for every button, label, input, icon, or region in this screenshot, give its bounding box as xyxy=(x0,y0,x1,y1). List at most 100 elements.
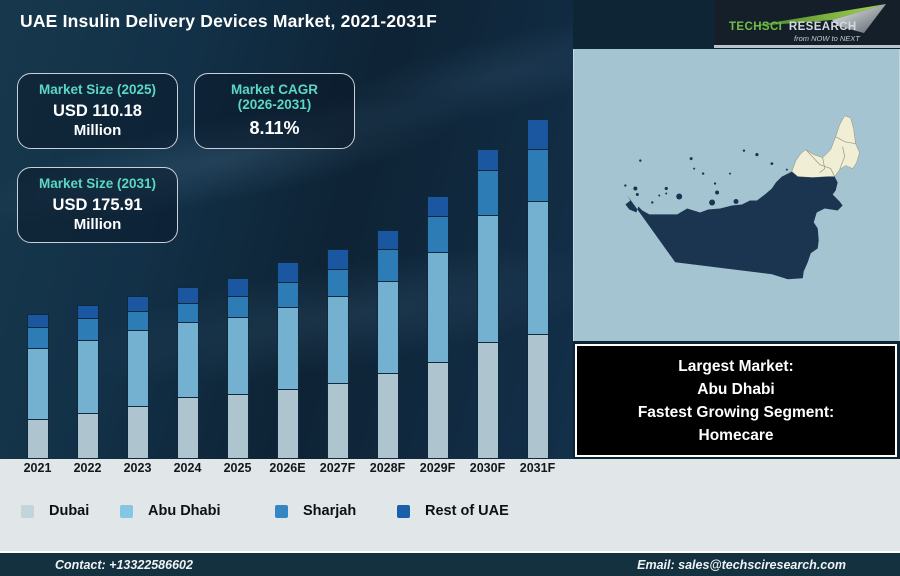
legend-label: Rest of UAE xyxy=(425,503,509,519)
bar-2031f xyxy=(526,119,549,459)
legend-item-dubai: Dubai xyxy=(21,503,89,519)
bar-segment-rest-of-uae xyxy=(226,277,249,296)
bar-segment-abu-dhabi xyxy=(326,296,349,383)
bar-segment-abu-dhabi xyxy=(26,348,49,419)
bar-segment-sharjah xyxy=(176,303,199,323)
map-island-dot xyxy=(755,153,759,157)
bar-segment-sharjah xyxy=(26,327,49,349)
stat-label: Market CAGR xyxy=(230,82,319,97)
bar-2028f xyxy=(376,230,399,459)
map-island-dot xyxy=(729,172,732,175)
footer-email: Email: sales@techsciresearch.com xyxy=(637,557,846,572)
legend-swatch-abu-dhabi xyxy=(120,504,133,518)
uae-map-panel xyxy=(573,49,900,341)
map-island-dot xyxy=(631,204,635,208)
stat-label: Market Size (2031) xyxy=(38,176,157,191)
stat-box-market-size-2025: Market Size (2025) USD 110.18 Million xyxy=(17,73,178,149)
map-island-dot xyxy=(658,194,661,197)
stat-value: USD 110.18 xyxy=(53,102,142,120)
bar-segment-dubai xyxy=(176,397,199,459)
uae-map xyxy=(573,49,900,341)
legend-swatch-rest-of-uae xyxy=(397,504,410,518)
logo-tagline: from NOW to NEXT xyxy=(794,34,860,43)
bar-segment-abu-dhabi xyxy=(76,340,99,414)
bar-segment-sharjah xyxy=(76,318,99,341)
x-axis-label-2024: 2024 xyxy=(173,461,202,475)
techsci-logo: TechSci Research from NOW to NEXT xyxy=(714,0,900,45)
map-island-dot xyxy=(624,184,627,187)
bar-segment-dubai xyxy=(326,383,349,459)
legend-item-sharjah: Sharjah xyxy=(275,503,356,519)
x-axis-label-2022: 2022 xyxy=(73,461,102,475)
bottom-strip: 2021 2022 2023 2024 2025 2026E 2027F 2028F 2029F… xyxy=(0,459,900,553)
legend-item-rest-of-uae: Rest of UAE xyxy=(397,503,509,519)
stat-value: 8.11% xyxy=(249,118,300,138)
x-axis-label-2026e: 2026E xyxy=(269,461,306,475)
x-axis-label-2025: 2025 xyxy=(223,461,252,475)
logo-brand-primary: TechSci xyxy=(729,21,783,33)
x-axis-label-2023: 2023 xyxy=(123,461,152,475)
bar-segment-sharjah xyxy=(276,282,299,308)
bar-segment-rest-of-uae xyxy=(176,287,199,304)
bar-segment-sharjah xyxy=(476,170,499,216)
x-axis-label-2029f: 2029F xyxy=(419,461,456,475)
logo-brand-secondary: Research xyxy=(788,21,857,33)
map-island-dot xyxy=(733,198,739,204)
bar-segment-dubai xyxy=(76,413,99,459)
stat-label: Market Size (2025) xyxy=(38,82,157,97)
bar-2023 xyxy=(126,296,149,459)
bar-segment-sharjah xyxy=(126,311,149,330)
x-axis-label-2027f: 2027F xyxy=(319,461,356,475)
bar-segment-abu-dhabi xyxy=(226,317,249,394)
bar-segment-dubai xyxy=(376,373,399,459)
map-islands xyxy=(624,149,788,208)
legend-label: Dubai xyxy=(49,503,90,519)
bar-segment-sharjah xyxy=(226,296,249,317)
map-region-abu-dhabi xyxy=(625,171,843,280)
bar-segment-abu-dhabi xyxy=(276,307,299,390)
map-water xyxy=(573,49,900,341)
bar-segment-rest-of-uae xyxy=(26,314,49,328)
stat-unit: Million xyxy=(73,216,122,233)
bar-segment-dubai xyxy=(426,362,449,459)
map-island-dot xyxy=(693,167,696,170)
map-island-dot xyxy=(785,168,788,171)
market-highlights-callout: Largest Market: Abu Dhabi Fastest Growin… xyxy=(575,344,897,457)
map-island-dot xyxy=(676,193,683,200)
legend-swatch-sharjah xyxy=(275,504,288,518)
stat-box-market-cagr: Market CAGR (2026-2031) 8.11% xyxy=(194,73,355,149)
logo-wordmark: TechSci Research xyxy=(729,21,857,33)
map-island-dot xyxy=(689,157,693,161)
bar-segment-rest-of-uae xyxy=(376,230,399,250)
map-island-dot xyxy=(664,186,668,191)
bar-2025 xyxy=(226,277,249,459)
bar-segment-dubai xyxy=(26,419,49,459)
bar-segment-rest-of-uae xyxy=(526,119,549,150)
bar-2021 xyxy=(26,314,49,459)
map-island-dot xyxy=(651,201,654,204)
map-island-dot xyxy=(770,162,774,166)
x-axis-label-2021: 2021 xyxy=(23,461,52,475)
bar-segment-sharjah xyxy=(526,149,549,202)
stat-value: USD 175.91 xyxy=(52,196,143,214)
map-island-dot xyxy=(709,199,716,206)
callout-line: Largest Market: xyxy=(678,358,794,375)
bar-segment-rest-of-uae xyxy=(126,296,149,311)
bar-segment-rest-of-uae xyxy=(476,149,499,171)
stat-unit: Million xyxy=(73,122,122,139)
bar-segment-dubai xyxy=(526,334,549,459)
callout-line: Abu Dhabi xyxy=(697,381,775,398)
bar-segment-rest-of-uae xyxy=(426,196,449,217)
bar-segment-abu-dhabi xyxy=(476,215,499,343)
map-island-dot xyxy=(665,192,668,195)
x-axis-label-2031f: 2031F xyxy=(519,461,556,475)
bar-2029f xyxy=(426,196,449,459)
logo-underline xyxy=(714,45,900,48)
bar-2026e xyxy=(276,262,299,459)
bar-segment-dubai xyxy=(226,394,249,459)
map-island-dot xyxy=(713,182,717,185)
map-island-dot xyxy=(639,159,642,162)
stat-box-market-size-2031: Market Size (2031) USD 175.91 Million xyxy=(17,167,178,243)
bar-2027f xyxy=(326,249,349,459)
stat-label-line2: (2026-2031) xyxy=(237,97,312,112)
